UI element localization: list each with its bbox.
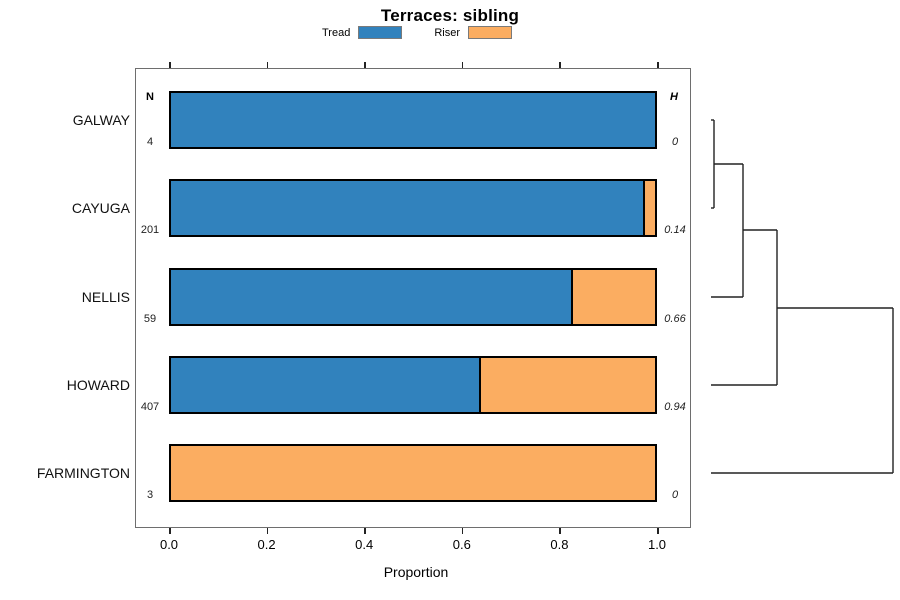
top-tick [266, 62, 269, 68]
legend-label-tread: Tread [322, 26, 351, 39]
bar-segment-riser [645, 181, 655, 235]
stacked-bar [169, 268, 657, 326]
stacked-bar [169, 356, 657, 414]
h-value: 0.94 [664, 401, 686, 413]
x-tick-label: 0.4 [355, 537, 374, 552]
category-label: NELLIS [81, 289, 130, 305]
bottom-tick [169, 528, 171, 534]
h-value: 0 [671, 136, 679, 148]
legend-label-riser: Riser [434, 26, 460, 39]
n-value: 4 [146, 136, 154, 148]
top-tick [559, 62, 561, 68]
x-tick-label: 0.6 [452, 537, 471, 552]
x-tick-label: 0.0 [159, 537, 179, 552]
bar-segment-riser [572, 270, 655, 324]
bar-segment-tread [171, 93, 655, 147]
legend-swatch-tread-icon [358, 26, 403, 39]
x-tick-label: 0.8 [550, 537, 569, 552]
top-tick [364, 62, 366, 68]
chart-title: Terraces: sibling [380, 6, 520, 25]
x-tick-label: 0.2 [257, 537, 276, 552]
h-value: 0.14 [664, 224, 686, 236]
bottom-tick [266, 528, 269, 534]
top-tick [657, 62, 659, 68]
category-label: FARMINGTON [36, 465, 130, 481]
x-axis-title: Proportion [383, 564, 449, 580]
bottom-tick [559, 528, 561, 534]
stacked-bar [169, 91, 657, 149]
x-tick-label: 1.0 [647, 537, 667, 552]
h-value: 0 [671, 489, 679, 501]
bar-segment-riser [171, 446, 655, 500]
h-value: 0.66 [664, 313, 686, 325]
n-value: 59 [143, 313, 157, 325]
stacked-bar [169, 179, 657, 237]
bottom-tick [364, 528, 366, 534]
category-label: CAYUGA [71, 200, 130, 216]
n-value: 407 [140, 401, 160, 413]
top-tick [169, 62, 171, 68]
bottom-tick [657, 528, 659, 534]
n-value: 3 [146, 489, 154, 501]
legend-swatch-riser-icon [468, 26, 512, 39]
n-column-header: N [146, 91, 154, 103]
bar-segment-tread [171, 181, 646, 235]
bar-segment-tread [171, 358, 481, 412]
n-value: 201 [140, 224, 160, 236]
category-label: GALWAY [72, 112, 130, 128]
bar-segment-tread [171, 270, 573, 324]
h-column-header: H [670, 91, 678, 103]
stacked-bar [169, 444, 657, 502]
bottom-tick [461, 528, 464, 534]
category-label: HOWARD [66, 377, 130, 393]
plot-area-border [135, 68, 691, 528]
top-tick [461, 62, 464, 68]
legend: Tread Riser [322, 26, 512, 39]
bar-segment-riser [480, 358, 655, 412]
